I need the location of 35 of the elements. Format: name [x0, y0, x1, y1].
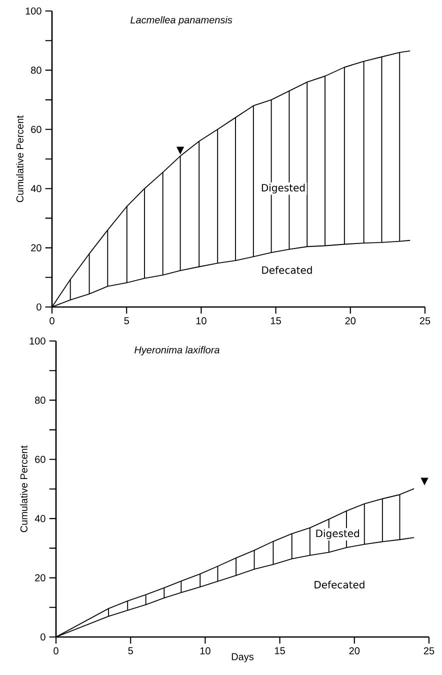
x-tick-label: 20 [345, 317, 356, 324]
x-tick-label: 15 [274, 647, 285, 654]
y-axis-title: Cumulative Percent [16, 115, 24, 202]
y-tick-label: 60 [31, 126, 42, 133]
annotation: Defecated [262, 266, 312, 274]
x-tick-label: 20 [349, 647, 360, 654]
y-tick-label: 100 [26, 7, 42, 15]
y-tick-label: 0 [36, 303, 42, 311]
y-axis-title: Cumulative Percent [20, 445, 28, 532]
x-tick-label: 10 [200, 647, 210, 654]
y-tick-label: 40 [30, 185, 42, 192]
x-tick-label: 0 [54, 647, 58, 654]
annotation: Digested [262, 184, 305, 194]
y-tick-label: 40 [34, 515, 46, 522]
annotation: Defecated [314, 580, 364, 588]
chart-title: Hyeronima laxiflora [134, 346, 220, 356]
annotation: ▼ [420, 478, 428, 486]
y-tick-label: 0 [40, 633, 46, 641]
chart-title: Lacmellea panamensis [130, 16, 232, 26]
y-tick-label: 60 [35, 456, 46, 463]
y-tick-label: 80 [35, 396, 46, 404]
x-tick-label: 15 [270, 317, 281, 324]
x-tick-label: 10 [196, 317, 206, 324]
annotation: ▼ [176, 146, 184, 154]
y-tick-label: 100 [30, 337, 46, 345]
x-tick-label: 25 [424, 647, 434, 654]
x-axis-title: Days [232, 653, 254, 662]
x-tick-label: 0 [50, 317, 54, 324]
y-tick-label: 20 [35, 574, 46, 582]
x-tick-label: 5 [128, 647, 133, 654]
y-tick-label: 80 [31, 66, 42, 74]
x-tick-label: 25 [420, 317, 430, 324]
y-tick-label: 20 [31, 244, 42, 252]
annotation: Digested [316, 529, 359, 540]
x-tick-label: 5 [124, 317, 129, 324]
